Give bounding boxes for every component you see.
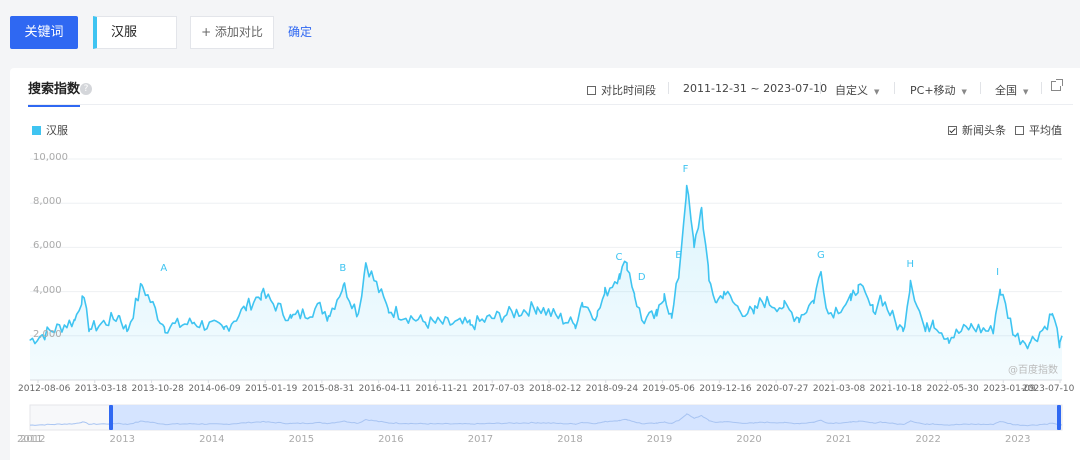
checkbox-icon xyxy=(587,86,596,95)
external-link-icon[interactable] xyxy=(1051,79,1063,91)
navigator-year-label: 2012 xyxy=(20,434,46,445)
news-headlines-label: 新闻头条 xyxy=(962,124,1006,137)
x-tick-label: 2022-05-30 xyxy=(926,384,979,394)
x-tick-label: 2023-07-10 xyxy=(1022,384,1075,394)
event-marker-label[interactable]: A xyxy=(160,262,168,274)
help-icon[interactable]: ? xyxy=(80,83,92,95)
x-tick-label: 2013-10-28 xyxy=(131,384,184,394)
average-toggle[interactable]: 平均值 xyxy=(1015,122,1062,138)
legend-label: 汉服 xyxy=(46,124,68,137)
y-tick-label: 4,000 xyxy=(33,284,62,296)
x-tick-label: 2021-03-08 xyxy=(812,384,866,394)
navigator-right-handle[interactable] xyxy=(1057,405,1061,430)
navigator-year-label: 2021 xyxy=(825,434,852,445)
event-marker-label[interactable]: D xyxy=(637,271,646,283)
card-divider xyxy=(28,104,1073,105)
y-tick-label: 2,000 xyxy=(33,328,62,340)
divider xyxy=(894,82,895,94)
custom-dropdown[interactable]: 自定义 ▼ xyxy=(835,82,879,98)
navigator-left-handle[interactable] xyxy=(109,405,113,430)
navigator-year-label: 2017 xyxy=(467,434,494,445)
compare-period-label: 对比时间段 xyxy=(601,84,656,97)
x-tick-label: 2013-03-18 xyxy=(74,384,128,394)
navigator-selection[interactable] xyxy=(112,405,1058,430)
keyword-input[interactable]: 汉服 xyxy=(93,16,177,49)
x-tick-label: 2015-01-19 xyxy=(245,384,298,394)
navigator-year-label: 2011 xyxy=(17,434,43,445)
x-tick-label: 2014-06-09 xyxy=(188,384,241,394)
divider xyxy=(820,82,821,94)
navigator-year-label: 2016 xyxy=(378,434,404,445)
navigator-year-label: 2022 xyxy=(915,434,941,445)
average-label: 平均值 xyxy=(1029,124,1062,137)
x-tick-label: 2016-04-11 xyxy=(358,384,411,394)
divider xyxy=(668,82,669,94)
x-tick-label: 2016-11-21 xyxy=(415,384,468,394)
top-toolbar: 关键词 汉服 + 添加对比 确定 xyxy=(0,0,1080,66)
keyword-button[interactable]: 关键词 xyxy=(10,16,78,49)
x-tick-label: 2019-12-16 xyxy=(699,384,752,394)
x-tick-label: 2017-07-03 xyxy=(472,384,525,394)
series-line xyxy=(29,184,1063,350)
navigator-series xyxy=(29,413,1063,427)
x-tick-label: 2023-01-09 xyxy=(983,384,1036,394)
x-tick-label: 2015-08-31 xyxy=(301,384,355,394)
x-tick-label: 2018-09-24 xyxy=(585,384,639,394)
divider xyxy=(1041,82,1042,94)
card-title: 搜索指数 xyxy=(28,78,81,107)
event-marker-label[interactable]: B xyxy=(339,262,347,274)
add-compare-button[interactable]: + 添加对比 xyxy=(190,16,274,49)
divider xyxy=(980,82,981,94)
navigator-year-label: 2018 xyxy=(557,434,583,445)
event-marker-label[interactable]: H xyxy=(906,258,915,270)
search-index-card: 搜索指数 ? 对比时间段 2011-12-31 ~ 2023-07-10 自定义… xyxy=(10,68,1080,460)
device-dropdown[interactable]: PC+移动 ▼ xyxy=(910,82,967,98)
x-tick-label: 2019-05-06 xyxy=(642,384,695,394)
navigator-year-label: 2019 xyxy=(646,434,673,445)
x-tick-label: 2020-07-27 xyxy=(756,384,809,394)
region-dropdown[interactable]: 全国 ▼ xyxy=(995,82,1028,98)
caret-down-icon: ▼ xyxy=(874,88,880,96)
y-tick-label: 10,000 xyxy=(33,152,68,163)
device-label: PC+移动 xyxy=(910,84,956,97)
y-tick-label: 6,000 xyxy=(33,240,62,252)
compare-period-toggle[interactable]: 对比时间段 xyxy=(587,82,656,98)
event-marker-label[interactable]: I xyxy=(996,267,1000,279)
x-tick-label: 2021-10-18 xyxy=(869,384,922,394)
checked-checkbox-icon xyxy=(948,126,957,135)
event-marker-label[interactable]: G xyxy=(816,249,825,261)
event-marker-label[interactable]: F xyxy=(682,163,689,175)
event-marker-label[interactable]: E xyxy=(675,249,682,261)
caret-down-icon: ▼ xyxy=(1023,88,1029,96)
x-axis-ticks xyxy=(37,380,1061,383)
region-label: 全国 xyxy=(995,84,1017,97)
x-tick-label: 2018-02-12 xyxy=(529,384,582,394)
series-area xyxy=(30,185,1062,380)
custom-label: 自定义 xyxy=(835,84,868,97)
confirm-link[interactable]: 确定 xyxy=(288,25,313,39)
event-marker-label[interactable]: C xyxy=(615,251,623,263)
date-range-picker[interactable]: 2011-12-31 ~ 2023-07-10 xyxy=(683,82,828,95)
navigator-year-label: 2015 xyxy=(288,434,315,445)
navigator-year-label: 2020 xyxy=(736,434,762,445)
navigator-year-label: 2023 xyxy=(1004,434,1031,445)
navigator-year-label: 2013 xyxy=(109,434,135,445)
x-tick-label: 2012-08-06 xyxy=(18,384,71,394)
news-headlines-toggle[interactable]: 新闻头条 xyxy=(948,122,1006,138)
caret-down-icon: ▼ xyxy=(961,88,967,96)
legend-item[interactable]: 汉服 xyxy=(32,122,68,138)
legend-swatch xyxy=(32,126,41,135)
watermark: @百度指数 xyxy=(1008,365,1058,376)
checkbox-icon xyxy=(1015,126,1024,135)
y-tick-label: 8,000 xyxy=(33,196,62,208)
navigator-year-label: 2014 xyxy=(199,434,225,445)
